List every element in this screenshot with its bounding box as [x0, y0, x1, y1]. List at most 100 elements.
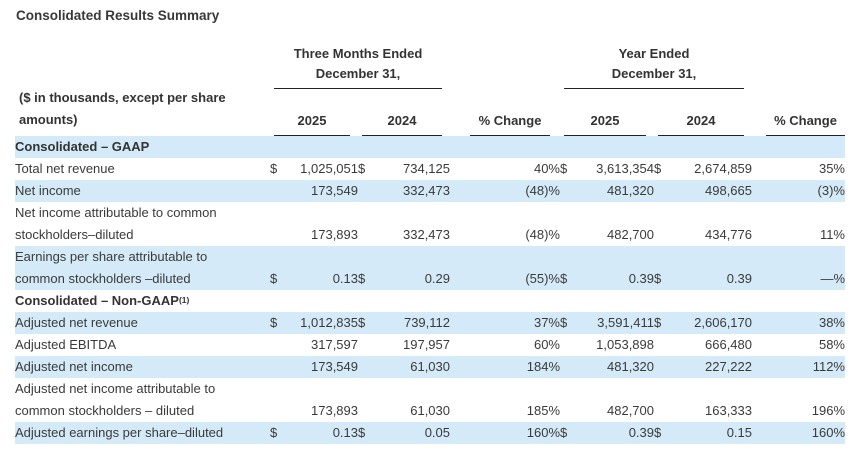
value-3mo-2024 — [380, 378, 450, 400]
value-3mo-2024 — [380, 202, 450, 224]
pct-change-yr: 11% — [819, 227, 845, 242]
dollar-sign — [560, 400, 582, 422]
value-3mo-2024: 197,957 — [403, 337, 450, 352]
value-yr-2024 — [674, 246, 752, 268]
dollar-sign: $ — [560, 271, 568, 286]
value-yr-2025 — [582, 246, 654, 268]
pct-change-yr: 160% — [811, 425, 845, 440]
table-row: Net income attributable to common — [15, 202, 845, 224]
value-yr-2024 — [674, 378, 752, 400]
dollar-sign — [560, 202, 582, 224]
row-label: Net income attributable to common — [15, 205, 217, 220]
value-3mo-2025: 173,893 — [311, 403, 358, 418]
value-yr-2025: 482,700 — [607, 403, 654, 418]
value-3mo-2025: 317,597 — [311, 337, 358, 352]
dollar-sign — [654, 246, 674, 268]
value-3mo-2025 — [290, 202, 358, 224]
value-yr-2025: 482,700 — [607, 227, 654, 242]
pct-change-3mo: (48)% — [525, 227, 560, 242]
table-row: common stockholders – diluted 173,893 61,0… — [15, 400, 845, 422]
pct-change-yr: (3)% — [817, 183, 845, 198]
table-caption-cell: ($ in thousands, except per share amount… — [15, 31, 270, 136]
dollar-sign — [358, 224, 380, 246]
row-label: Adjusted earnings per share–diluted — [15, 425, 224, 440]
row-label: Total net revenue — [15, 161, 115, 176]
value-3mo-2025: 1,012,835 — [300, 315, 358, 330]
value-yr-2025 — [582, 202, 654, 224]
table-row: Adjusted EBITDA 317,597 197,957 60% 1,053,89… — [15, 334, 845, 356]
dollar-sign — [270, 224, 290, 246]
dollar-sign — [270, 180, 290, 202]
dollar-sign — [654, 180, 674, 202]
dollar-sign: $ — [358, 425, 366, 440]
pct-change-3mo — [450, 246, 560, 268]
value-yr-2024 — [674, 202, 752, 224]
table-row: Total net revenue $1,025,051 $734,125 40% $3… — [15, 158, 845, 180]
dollar-sign — [654, 378, 674, 400]
dollar-sign — [654, 334, 674, 356]
column-header-pct-change-y: % Change — [752, 89, 845, 136]
column-header-2025-y: 2025 — [560, 89, 654, 136]
value-3mo-2025: 173,549 — [311, 183, 358, 198]
pct-change-yr: 112% — [812, 359, 845, 374]
dollar-sign — [270, 400, 290, 422]
dollar-sign — [358, 400, 380, 422]
dollar-sign — [654, 224, 674, 246]
period-group-label-line2: December 31, — [315, 66, 401, 81]
dollar-sign — [654, 400, 674, 422]
value-yr-2025: 3,591,411 — [597, 315, 654, 330]
consolidated-results-table: ($ in thousands, except per share amount… — [15, 31, 845, 444]
value-3mo-2024: 0.29 — [424, 271, 450, 286]
pct-change-3mo: 60% — [533, 337, 560, 352]
value-yr-2024: 227,222 — [705, 359, 752, 374]
dollar-sign — [358, 202, 380, 224]
pct-change-3mo: (48)% — [525, 183, 560, 198]
dollar-sign — [270, 356, 290, 378]
table-row: Adjusted net income attributable to — [15, 378, 845, 400]
period-group-three-months: Three Months Ended December 31, — [270, 31, 450, 89]
footnote-marker: (1) — [178, 295, 190, 305]
value-3mo-2025: 173,549 — [311, 359, 358, 374]
pct-change-3mo: (55)% — [525, 271, 560, 286]
row-label: Adjusted net income — [15, 359, 133, 374]
value-yr-2024: 163,333 — [705, 403, 752, 418]
period-group-label-line2: December 31, — [611, 66, 697, 81]
column-header-row: 2025 2024 % Change 2025 2024 % Change — [15, 89, 845, 136]
dollar-sign — [560, 224, 582, 246]
pct-change-3mo — [450, 378, 560, 400]
row-label: stockholders–diluted — [15, 227, 134, 242]
pct-change-3mo: 185% — [526, 403, 560, 418]
value-3mo-2024: 332,473 — [403, 227, 450, 242]
table-header: ($ in thousands, except per share amount… — [15, 31, 845, 136]
row-label: common stockholders –diluted — [15, 271, 191, 286]
value-3mo-2025 — [290, 378, 358, 400]
caption-line-1: ($ in thousands, except per share — [19, 90, 226, 105]
pct-change-yr: 58% — [818, 337, 845, 352]
section-label: Consolidated – GAAP — [15, 139, 150, 154]
pct-change-3mo: 184% — [526, 359, 560, 374]
dollar-sign — [358, 378, 380, 400]
value-yr-2025 — [582, 378, 654, 400]
table-body: Consolidated – GAAP Total net revenue $1,0… — [15, 136, 845, 444]
value-yr-2024: 434,776 — [705, 227, 752, 242]
period-group-label-line1: Year Ended — [618, 46, 690, 61]
value-yr-2024: 2,674,859 — [694, 161, 752, 176]
dollar-sign: $ — [358, 161, 366, 176]
value-yr-2024: 498,665 — [705, 183, 752, 198]
dollar-sign — [654, 202, 674, 224]
value-yr-2024: 0.15 — [726, 425, 752, 440]
value-3mo-2024: 734,125 — [403, 161, 450, 176]
caption-line-2: amounts) — [19, 112, 78, 127]
dollar-sign — [270, 334, 290, 356]
pct-change-yr: 38% — [818, 315, 845, 330]
dollar-sign: $ — [654, 161, 662, 176]
table-row: Earnings per share attributable to — [15, 246, 845, 268]
value-3mo-2025 — [290, 246, 358, 268]
row-label: common stockholders – diluted — [15, 403, 195, 418]
dollar-sign — [358, 246, 380, 268]
dollar-sign — [560, 180, 582, 202]
section-header-row: Consolidated – GAAP — [15, 136, 845, 158]
dollar-sign — [358, 356, 380, 378]
pct-change-yr — [752, 202, 845, 224]
